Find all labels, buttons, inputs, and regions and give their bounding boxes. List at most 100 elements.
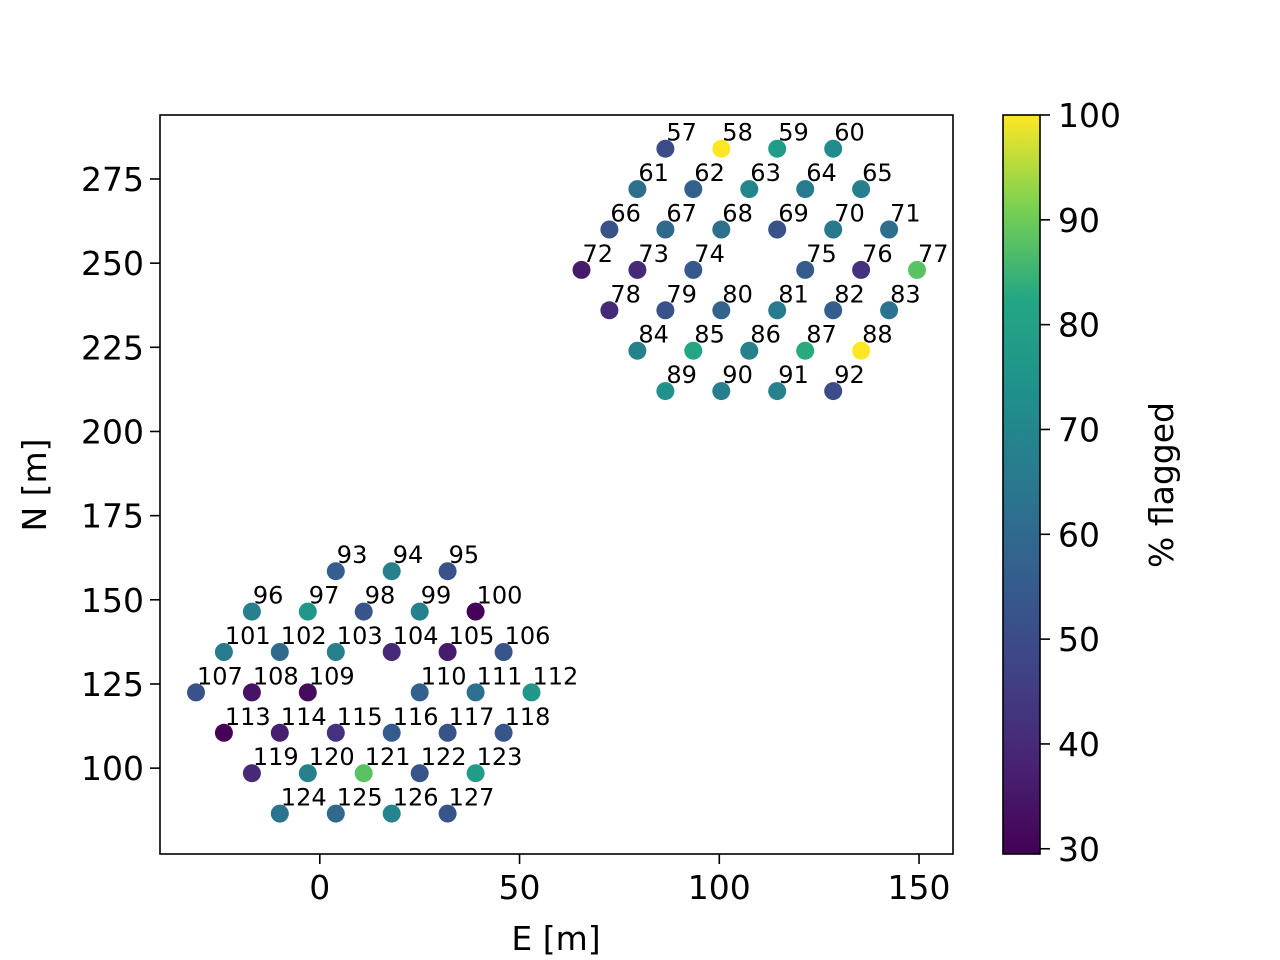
point-label-125: 125 [337,784,383,812]
point-label-114: 114 [281,703,327,731]
colorbar-tick-label: 90 [1058,201,1100,240]
point-label-104: 104 [393,622,439,650]
data-point-67 [656,220,675,239]
colorbar-axis: 30 40 50 60 70 80 90 100 [1040,96,1121,869]
point-label-62: 62 [694,159,725,187]
point-label-126: 126 [393,784,439,812]
y-tick-label: 175 [81,497,144,536]
point-label-70: 70 [834,200,865,228]
data-point-117 [438,723,457,742]
point-label-79: 79 [666,280,697,308]
data-point-100 [466,602,485,621]
point-label-94: 94 [393,541,424,569]
data-point-85 [684,341,703,360]
data-point-83 [880,301,899,320]
point-label-60: 60 [834,119,865,147]
data-point-61 [628,180,647,199]
point-label-57: 57 [666,119,697,147]
colorbar-tick-label: 100 [1058,96,1121,135]
point-label-101: 101 [225,622,271,650]
point-label-66: 66 [610,200,641,228]
colorbar-tick-label: 70 [1058,410,1100,449]
data-point-115 [326,723,345,742]
colorbar-tick-label: 40 [1058,725,1100,764]
data-point-110 [410,683,429,702]
data-point-80 [712,301,731,320]
y-tick-label: 100 [81,749,144,788]
point-label-122: 122 [421,743,467,771]
point-label-88: 88 [862,321,893,349]
point-label-111: 111 [477,662,523,690]
data-point-107 [187,683,205,702]
point-label-82: 82 [834,280,865,308]
data-point-102 [270,643,289,661]
point-label-106: 106 [505,622,551,650]
data-point-94 [382,562,401,581]
y-tick-label: 200 [81,412,144,451]
data-point-96 [242,602,261,621]
point-label-67: 67 [666,200,697,228]
data-point-72 [572,260,591,279]
data-point-126 [382,804,401,823]
point-label-95: 95 [449,541,480,569]
point-label-81: 81 [778,280,809,308]
point-label-98: 98 [365,582,396,610]
point-label-61: 61 [638,159,669,187]
data-point-90 [712,382,731,401]
data-point-73 [628,260,647,279]
point-label-124: 124 [281,784,327,812]
point-label-69: 69 [778,200,809,228]
data-point-77 [908,260,926,279]
point-label-86: 86 [750,321,781,349]
point-label-63: 63 [750,159,781,187]
data-point-57 [656,139,675,158]
point-label-110: 110 [421,662,467,690]
data-point-64 [796,180,815,199]
x-axis-label: E [m] [511,919,600,958]
point-label-75: 75 [806,240,837,268]
data-point-121 [354,764,373,783]
data-point-108 [242,683,261,702]
point-label-115: 115 [337,703,383,731]
data-point-87 [796,341,815,360]
y-axis: 100 125 150 175 200 225 250 275 [81,160,160,788]
data-point-63 [740,180,759,199]
x-tick-label: 50 [499,868,541,907]
point-label-90: 90 [722,361,753,389]
plot-frame [159,114,954,855]
data-point-82 [824,301,843,320]
data-point-79 [656,301,675,320]
point-label-74: 74 [694,240,725,268]
colorbar-label: % flagged [1142,402,1181,568]
point-label-100: 100 [477,582,523,610]
data-point-78 [600,301,619,320]
point-label-99: 99 [421,582,452,610]
point-label-89: 89 [666,361,697,389]
data-point-113 [214,723,233,742]
y-tick-label: 225 [81,328,144,367]
colorbar-tick-label: 50 [1058,620,1100,659]
point-label-87: 87 [806,321,837,349]
point-label-58: 58 [722,119,753,147]
data-point-58 [712,139,731,158]
point-label-84: 84 [638,321,669,349]
data-point-84 [628,341,647,360]
data-point-116 [382,723,401,742]
data-point-76 [852,260,871,279]
point-label-107: 107 [197,662,243,690]
point-label-72: 72 [583,240,614,268]
data-point-118 [494,723,513,742]
point-label-113: 113 [225,703,271,731]
point-label-103: 103 [337,622,383,650]
point-label-116: 116 [393,703,439,731]
point-label-123: 123 [477,743,523,771]
colorbar-tick-label: 30 [1058,830,1100,869]
point-labels-layer: 57 58 59 60 61 62 63 64 65 66 67 68 69 70 71 72 73 74 75 76… [197,119,949,812]
y-tick-label: 125 [81,665,144,704]
data-point-86 [740,341,759,360]
data-point-98 [354,602,373,621]
data-point-124 [270,804,289,823]
data-point-104 [382,643,401,661]
point-label-91: 91 [778,361,809,389]
point-label-117: 117 [449,703,495,731]
